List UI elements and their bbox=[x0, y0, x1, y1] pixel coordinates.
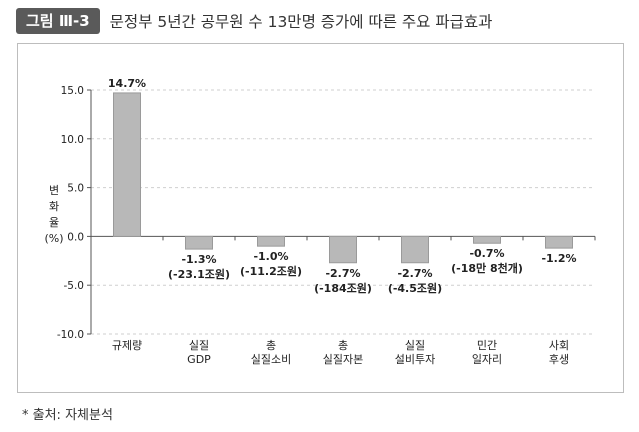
category-label: 실질자본 bbox=[323, 353, 363, 366]
y-tick-label: 0.0 bbox=[67, 231, 84, 243]
figure-header: 그림 Ⅲ-3 문정부 5년간 공무원 수 13만명 증가에 따른 주요 파급효과 bbox=[16, 8, 492, 34]
y-axis-label: 화 bbox=[49, 200, 59, 213]
bar bbox=[329, 235, 357, 264]
category-label: 총 bbox=[266, 339, 276, 352]
y-axis-label: 율 bbox=[49, 216, 59, 229]
bar bbox=[545, 235, 573, 249]
bar bbox=[113, 92, 141, 237]
data-label: -2.7% bbox=[397, 267, 432, 280]
bar bbox=[473, 235, 501, 244]
bar-chart: 15.0 10.0 5.0 0.0 -5.0 -10.0 변화율 (%) 14.7% 규제량 -1.… bbox=[44, 77, 596, 366]
bar bbox=[257, 235, 285, 247]
category-label: 실질 bbox=[405, 339, 425, 352]
category-label: GDP bbox=[187, 353, 211, 366]
category-label: 설비투자 bbox=[395, 353, 435, 366]
data-label: -2.7% bbox=[325, 267, 360, 280]
data-label: -1.3% bbox=[181, 253, 216, 266]
category-label: 실질 bbox=[189, 339, 209, 352]
data-label: (-11.2조원) bbox=[240, 264, 302, 278]
y-tick-label: -5.0 bbox=[64, 280, 85, 292]
category-label: 규제량 bbox=[112, 339, 142, 352]
category-label: 실질소비 bbox=[251, 353, 291, 366]
source-note: * 출처: 자체분석 bbox=[22, 408, 113, 423]
y-axis-label: (%) bbox=[44, 232, 63, 245]
y-tick-label: 15.0 bbox=[61, 85, 84, 97]
data-label: (-4.5조원) bbox=[388, 281, 442, 295]
data-label: (-18만 8천개) bbox=[451, 261, 523, 275]
category-label: 일자리 bbox=[472, 352, 502, 366]
y-tick-label: 10.0 bbox=[61, 134, 84, 146]
figure-label: 그림 Ⅲ-3 bbox=[16, 8, 100, 34]
bar bbox=[401, 235, 429, 264]
data-label: (-23.1조원) bbox=[168, 267, 230, 281]
y-axis-label: 변 bbox=[49, 184, 59, 197]
bar bbox=[185, 235, 213, 250]
chart-frame: 15.0 10.0 5.0 0.0 -5.0 -10.0 변 화 율 (%) 14.7% 규제량 -1.… bbox=[17, 43, 624, 393]
y-tick-label: -10.0 bbox=[57, 329, 84, 341]
category-label: 사회 bbox=[549, 339, 569, 352]
figure-title: 문정부 5년간 공무원 수 13만명 증가에 따른 주요 파급효과 bbox=[109, 13, 493, 31]
y-tick-label: 5.0 bbox=[67, 183, 84, 195]
data-label: -0.7% bbox=[469, 247, 504, 260]
data-label: 14.7% bbox=[108, 77, 146, 90]
data-label: -1.0% bbox=[253, 250, 288, 263]
category-label: 총 bbox=[338, 339, 348, 352]
data-label: (-184조원) bbox=[314, 281, 372, 295]
data-label: -1.2% bbox=[541, 252, 576, 265]
category-label: 민간 bbox=[477, 339, 497, 352]
category-label: 후생 bbox=[549, 353, 569, 366]
